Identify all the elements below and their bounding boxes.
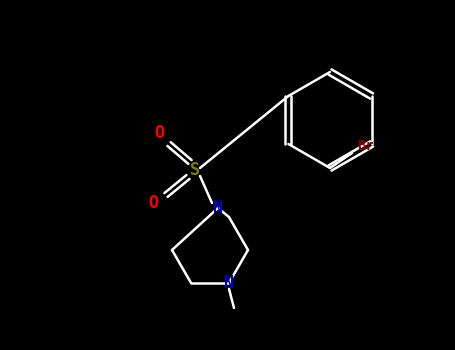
Text: Br: Br [357, 139, 374, 153]
Text: S: S [190, 161, 200, 179]
Text: O: O [154, 124, 164, 142]
Text: N: N [224, 274, 234, 292]
Text: N: N [213, 199, 223, 217]
Text: O: O [148, 194, 158, 212]
